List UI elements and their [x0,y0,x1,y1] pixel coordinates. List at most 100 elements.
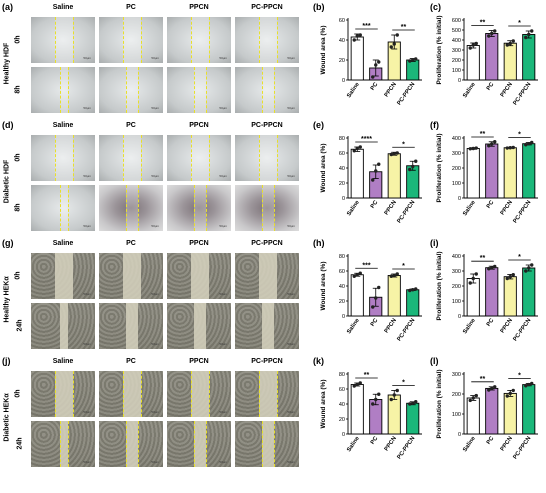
micrograph-d-0-1: 50μm [98,134,164,182]
data-point [490,142,494,146]
wound-edge-line [191,135,192,181]
wound-edge-line [141,135,142,181]
data-point [395,151,399,155]
wound-gap [55,135,73,181]
data-point [358,381,362,385]
y-tick-label: 400 [452,136,461,142]
y-tick-label: 0 [342,432,345,438]
x-tick-label: Saline [346,199,361,217]
col-header-a-3: PC-PPCN [251,4,283,11]
wound-gap [55,253,73,299]
y-axis-label: Proliferation (% initial) [436,370,443,439]
wound-edge-line [274,185,275,231]
y-tick-label: 300 [452,48,461,54]
bar-saline [350,274,364,317]
bar-pc-ppcn [522,384,536,435]
bar-ppcn [387,275,401,317]
y-tick-label: 60 [339,18,345,24]
data-point [392,152,396,156]
data-point [471,276,475,281]
scale-bar-label: 50μm [219,106,227,110]
panel-label-i: (i) [430,238,439,248]
y-tick-label: 60 [339,387,345,393]
micrograph-d-0-2: 50μm [166,134,232,182]
bar-ppcn [387,153,401,199]
wound-edge-line [277,135,278,181]
y-tick-label: 80 [339,372,345,378]
y-tick-label: 500 [452,28,461,34]
micrograph-g-0-0: 50μm [30,252,96,300]
y-tick-label: 100 [452,181,461,187]
y-tick-label: 20 [339,181,345,187]
row-time-g-1: 24h [16,319,24,332]
wound-gap [191,17,209,63]
wound-gap [55,17,73,63]
data-point [408,167,412,172]
micrograph-g-1-1: 50μm [98,302,164,350]
data-point [355,273,359,277]
col-header-j-1: PC [126,358,136,365]
data-point [414,400,418,404]
wound-gap [126,185,138,231]
significance-label: ** [480,376,486,383]
row-time-d-0: 0h [14,153,22,162]
micrograph-a-1-3: 50μm [234,66,300,114]
micrograph-g-1-3: 50μm [234,302,300,350]
wound-edge-line [194,67,195,113]
scale-bar-label: 50μm [151,174,159,178]
wound-edge-line [138,421,139,467]
x-tick-label: PPCN [500,200,514,217]
data-point [392,393,396,397]
micrograph-g-0-1: 50μm [98,252,164,300]
x-tick-label: PC [486,81,496,92]
data-point [411,58,415,62]
data-point [411,164,415,169]
wound-edge-line [274,421,275,467]
col-header-g-1: PC [126,240,136,247]
bar-pc-ppcn [522,143,536,199]
wound-edge-line [138,185,139,231]
data-point [395,388,399,393]
significance-label: ** [364,372,370,379]
scale-bar-label: 50μm [83,460,91,464]
wound-gap [262,185,274,231]
wound-edge-line [141,17,142,63]
wound-gap [126,421,138,467]
data-point [355,146,359,151]
data-point [527,142,531,146]
data-point [505,43,509,47]
wound-gap [194,67,206,113]
micrograph-j-1-3: 50μm [234,420,300,468]
wound-edge-line [262,421,263,467]
y-tick-label: 40 [339,166,345,172]
data-point [508,275,512,279]
data-point [493,385,497,389]
x-tick-label: PC [370,435,380,446]
col-header-j-0: Saline [52,358,74,365]
micrograph-g-1-0: 50μm [30,302,96,350]
data-point [389,152,393,157]
y-tick-label: 100 [452,68,461,74]
data-point [408,288,412,293]
col-header-g-2: PPCN [189,240,209,247]
scale-bar-label: 50μm [287,342,295,346]
significance-label: * [402,141,405,148]
y-axis-label: Wound area (%) [320,144,327,193]
y-tick-label: 20 [339,58,345,64]
data-point [493,140,497,144]
bar-pc [485,387,499,435]
scale-bar-label: 50μm [151,342,159,346]
wound-gap [126,303,138,349]
x-tick-label: PPCN [500,436,514,453]
micrograph-d-0-3: 50μm [234,134,300,182]
x-tick-label: Saline [462,81,477,99]
wound-gap [259,253,277,299]
wound-gap [60,67,68,113]
significance-label: * [518,20,521,27]
data-point [371,178,375,182]
data-point [508,146,512,150]
bar-pc [485,33,499,81]
panel-label-c: (c) [430,2,441,12]
x-tick-label: PC [370,81,380,92]
data-point [474,146,478,150]
